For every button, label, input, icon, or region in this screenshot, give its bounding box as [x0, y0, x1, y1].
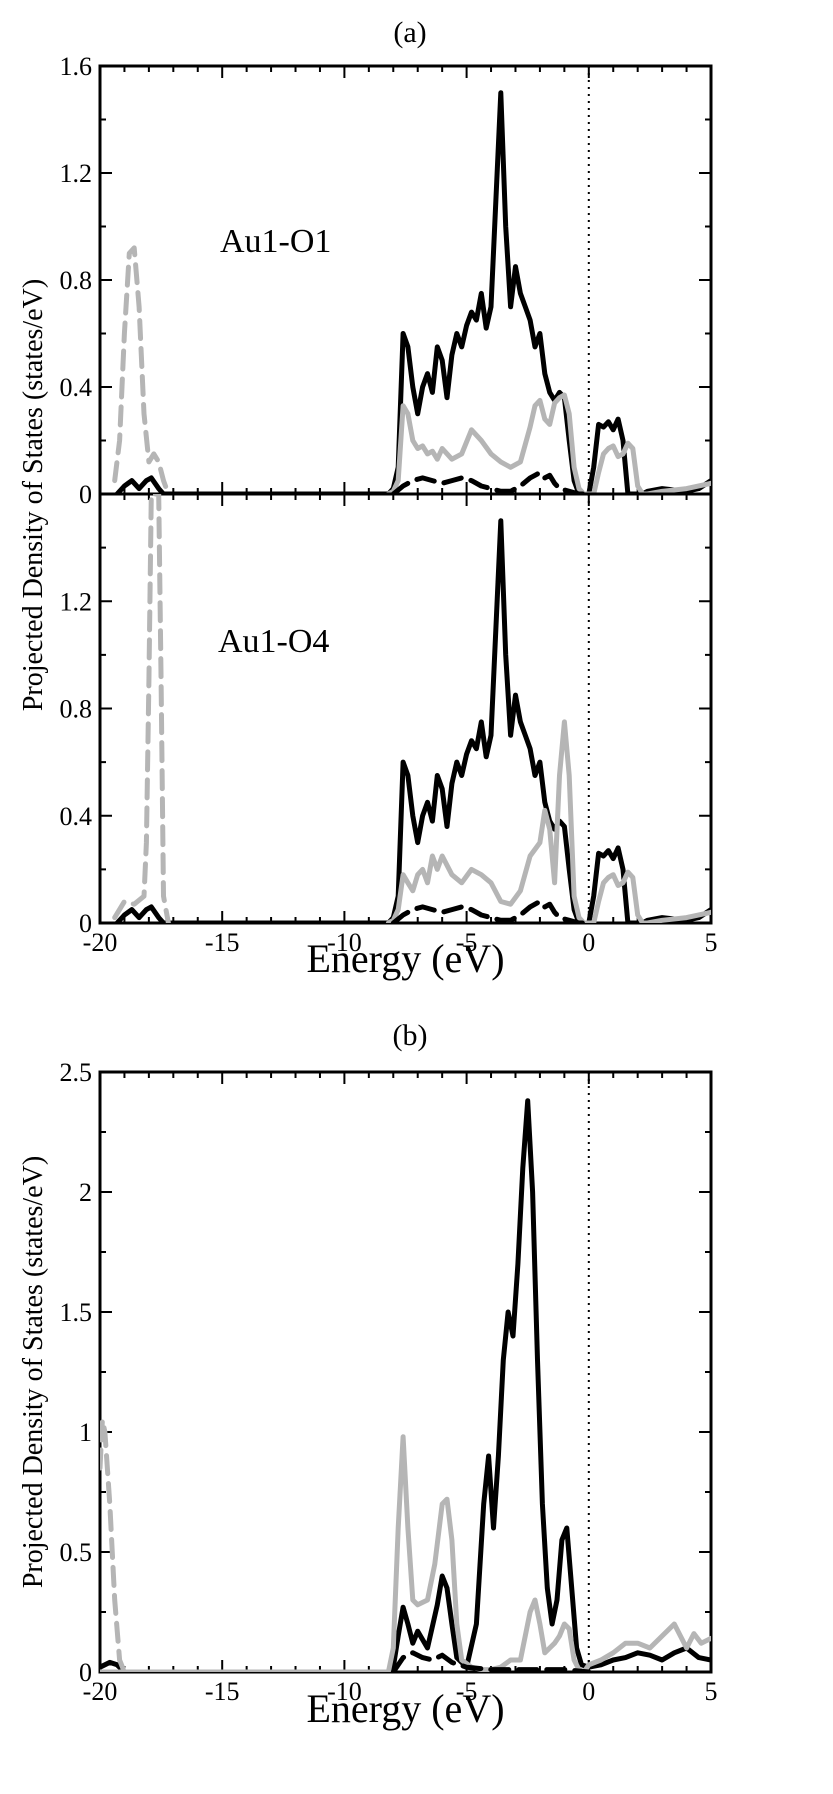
y-tick-label: 0	[79, 480, 92, 509]
x-tick-label: 5	[705, 928, 718, 957]
series-group	[112, 494, 711, 923]
series-line-gray-solid	[100, 1434, 711, 1672]
y-tick-label: 0	[79, 1658, 92, 1687]
series-line-gray-dashed	[100, 1417, 127, 1672]
y-tick-label: 0.8	[60, 266, 93, 295]
x-tick-label: -15	[205, 1677, 240, 1706]
y-axis-label: Projected Density of States (states/eV)	[18, 1156, 49, 1588]
chart-a-bottom: -20 -15 -10 -5 0 5 0 0.4 0.8 1.2 Au1-O4 Energy (eV)	[60, 492, 718, 981]
x-tick-label: -10	[327, 928, 362, 957]
series-line-black-solid	[114, 518, 711, 923]
plot-frame	[98, 1070, 713, 1674]
x-tick-label: -10	[327, 1677, 362, 1706]
series-line-gray-dashed	[112, 494, 171, 923]
x-tick-label: -5	[456, 1677, 478, 1706]
y-tick-label: 2	[79, 1178, 92, 1207]
series-line-gray-dashed	[112, 245, 171, 494]
x-tick-label: -15	[205, 928, 240, 957]
series-line-black-dashed	[390, 899, 592, 923]
y-tick-label: 0.5	[60, 1538, 93, 1567]
y-tick-label: 1.6	[60, 52, 93, 81]
series-line-black-solid	[114, 90, 711, 494]
y-tick-label: 0.4	[60, 373, 93, 402]
y-axis-label: Projected Density of States (states/eV)	[18, 279, 49, 711]
x-tick-label: 0	[582, 1677, 595, 1706]
panel-b-label: (b)	[393, 1019, 428, 1052]
series-group	[112, 66, 711, 494]
series-line-gray-solid	[385, 719, 711, 923]
chart-b: -20 -15 -10 -5 0 5 0 0.5 1 1.5 2 2.5 Projected Densi…	[18, 1058, 718, 1731]
series-line-black-solid	[100, 1098, 711, 1672]
series-line-black-dashed	[390, 470, 592, 494]
panel-annotation: Au1-O4	[218, 623, 329, 660]
panel-annotation: Au1-O1	[220, 223, 331, 260]
y-tick-label: 1.2	[60, 159, 93, 188]
series-line-gray-solid	[385, 392, 711, 494]
x-tick-label: -5	[456, 928, 478, 957]
x-tick-label: 0	[582, 928, 595, 957]
y-tick-label: 1.5	[60, 1298, 93, 1327]
panel-a-label: (a)	[393, 16, 426, 49]
x-tick-label: 5	[705, 1677, 718, 1706]
x-axis-label: Energy (eV)	[306, 1686, 504, 1731]
x-tick-label: -20	[83, 928, 118, 957]
x-axis-label: Energy (eV)	[306, 936, 504, 981]
series-line-black-dashed	[390, 1650, 592, 1672]
y-tick-label: 0.4	[60, 802, 93, 831]
y-tick-label: 1.2	[60, 587, 93, 616]
y-tick-label: 0.8	[60, 695, 93, 724]
series-group	[100, 1072, 711, 1672]
y-tick-label: 1	[79, 1418, 92, 1447]
y-tick-label: 2.5	[60, 1058, 93, 1087]
y-tick-label: 0	[79, 909, 92, 938]
chart-a-top: 0 0.4 0.8 1.2 1.6 Au1-O1 Projected Density of …	[18, 52, 713, 711]
x-tick-label: -20	[83, 1677, 118, 1706]
